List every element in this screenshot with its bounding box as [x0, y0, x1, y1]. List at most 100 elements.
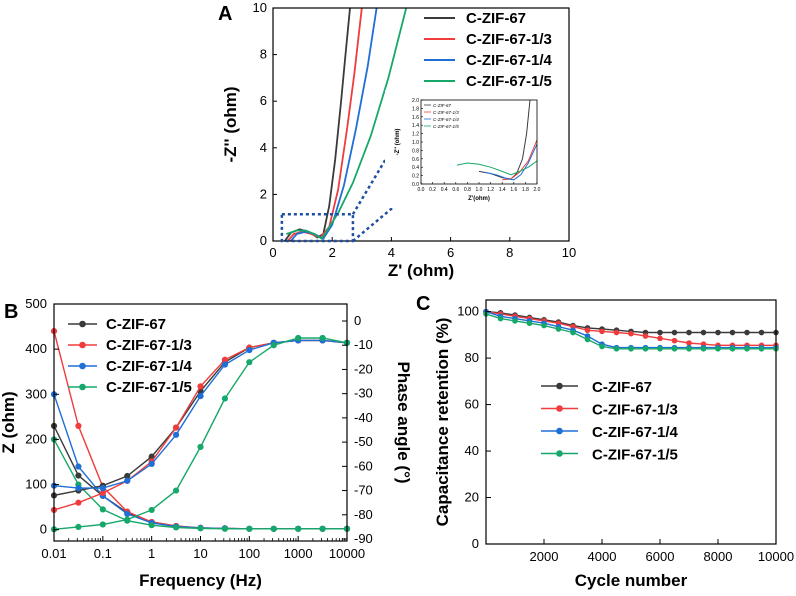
panel-letter-b: B	[4, 301, 18, 323]
inset-xtick-label: 1.2	[487, 187, 494, 193]
inset-plot: 0.0 0.2 0.4 0.6 0.8 1.0 1.2 1.4 1.6 1.8 2.0 0.0 0.2 0…	[385, 90, 547, 208]
inset-x-axis-title: Z'(ohm)	[468, 196, 490, 202]
inset-xtick-label: 1.8	[522, 187, 529, 193]
retention-marker-4	[700, 346, 707, 352]
retention-marker-4	[729, 346, 736, 352]
bode-marker-4	[221, 525, 229, 532]
bode-line-8	[54, 337, 347, 530]
retention-marker-4	[628, 346, 634, 352]
panel-b-ytick-label: 0	[40, 522, 47, 537]
panel-c-cycling-stability-plot: 2000 4000 6000 8000 10000 0 20 40 60 80 100 Cycle n…	[433, 299, 794, 590]
bode-line-2	[54, 330, 347, 530]
bode-marker-6	[172, 424, 180, 431]
inset-ytick-label: 0.6	[412, 157, 419, 163]
panel-c-ytick-label: 80	[465, 350, 479, 365]
panel-letter-c: C	[416, 293, 430, 315]
panel-c-xtick-label: 4000	[588, 549, 617, 564]
retention-marker-4	[541, 322, 547, 329]
inset-line-3	[484, 143, 537, 181]
panel-b-y-axis-title: Z (ohm)	[0, 391, 18, 453]
inset-xtick-label: 0.8	[464, 187, 471, 193]
panel-a-legend-label: C-ZIF-67-1/5	[466, 73, 552, 90]
panel-b-xtick-label: 1000	[284, 546, 313, 561]
panel-a-legend-label: C-ZIF-67-1/4	[466, 52, 553, 69]
retention-marker-2	[584, 327, 591, 334]
bode-marker-6	[99, 489, 106, 497]
panel-a-y-axis-title: -Z'' (ohm)	[221, 86, 240, 162]
bode-marker-4	[148, 522, 155, 529]
panel-b-right-tick-label: -70	[354, 483, 373, 498]
panel-b-right-tick-label: -10	[354, 337, 373, 352]
retention-marker-4	[686, 346, 692, 352]
retention-marker-4	[758, 346, 765, 352]
bode-marker-2	[75, 422, 82, 429]
bode-marker-7	[246, 346, 253, 354]
retention-marker-4	[599, 343, 605, 350]
panel-b-legend-label: C-ZIF-67-1/5	[106, 379, 192, 396]
panel-b-x-axis-title: Frequency (Hz)	[139, 571, 262, 590]
retention-marker-2	[642, 333, 649, 339]
panel-b-ytick-label: 400	[25, 341, 47, 356]
panel-b-xtick-label: 10	[193, 546, 207, 561]
retention-marker-4	[497, 315, 504, 322]
panel-c-xtick-label: 8000	[704, 549, 733, 564]
panel-b-right-tick-label: -90	[354, 531, 373, 546]
inset-ytick-label: 0.4	[412, 165, 419, 171]
bode-marker-8	[124, 516, 131, 523]
retention-marker-1	[657, 329, 663, 336]
bode-marker-4	[172, 524, 180, 531]
panel-a-ytick-label: 8	[260, 47, 267, 62]
retention-marker-4	[613, 346, 620, 352]
panel-c-legend-label: C-ZIF-67-1/5	[592, 447, 678, 464]
inset-y-axis-title: -Z'' (ohm)	[395, 129, 401, 156]
bode-marker-8	[75, 523, 82, 530]
bode-marker-4	[197, 525, 204, 532]
inset-legend-label: C-ZIF-67	[433, 103, 451, 108]
panel-a-xtick-label: 0	[269, 245, 276, 260]
retention-marker-2	[613, 329, 620, 336]
bode-marker-6	[197, 383, 204, 390]
panel-a-legend-label: C-ZIF-67	[466, 10, 526, 27]
bode-line-5	[54, 339, 347, 497]
retention-marker-4	[526, 320, 533, 327]
inset-ytick-label: 1.6	[412, 115, 419, 121]
bode-marker-8	[270, 342, 277, 349]
bode-marker-4	[295, 525, 302, 532]
bode-marker-7	[197, 392, 204, 400]
retention-marker-1	[700, 329, 707, 336]
retention-marker-1	[715, 329, 721, 336]
bode-marker-6	[75, 499, 82, 506]
retention-marker-1	[729, 329, 736, 336]
panel-c-legend-marker	[556, 405, 563, 412]
panel-c-xtick-label: 10000	[758, 549, 794, 564]
panel-c-legend-marker	[556, 450, 563, 457]
panel-a-frame	[272, 7, 570, 242]
panel-c-frame	[485, 299, 777, 545]
panel-b-xtick-label: 0.01	[41, 546, 66, 561]
panel-c-legend-marker	[556, 382, 563, 390]
panel-b-xtick-label: 100	[238, 546, 260, 561]
retention-marker-2	[686, 340, 692, 346]
bode-line-4	[54, 439, 347, 530]
panel-b-legend-label: C-ZIF-67-1/4	[106, 358, 193, 375]
panel-a-ytick-label: 10	[253, 0, 267, 15]
bode-marker-8	[295, 334, 302, 342]
panel-b-ytick-label: 200	[25, 431, 47, 446]
inset-xtick-label: 0.2	[429, 187, 436, 193]
panel-b-right-tick-label: -80	[354, 507, 373, 522]
bode-marker-8	[246, 359, 253, 366]
inset-xtick-label: 0.4	[441, 187, 448, 193]
panel-c-legend-marker	[556, 427, 563, 435]
retention-marker-4	[744, 346, 750, 352]
bode-marker-3	[124, 510, 131, 518]
inset-xtick-label: 1.0	[476, 187, 483, 193]
panel-c-legend-label: C-ZIF-67-1/4	[592, 424, 679, 441]
inset-xtick-label: 2.0	[534, 187, 541, 193]
retention-marker-4	[555, 326, 562, 332]
inset-background	[385, 90, 547, 208]
retention-marker-1	[686, 329, 692, 336]
nyquist-line-1	[284, 8, 351, 241]
bode-marker-8	[172, 487, 180, 494]
bode-marker-4	[246, 525, 253, 532]
